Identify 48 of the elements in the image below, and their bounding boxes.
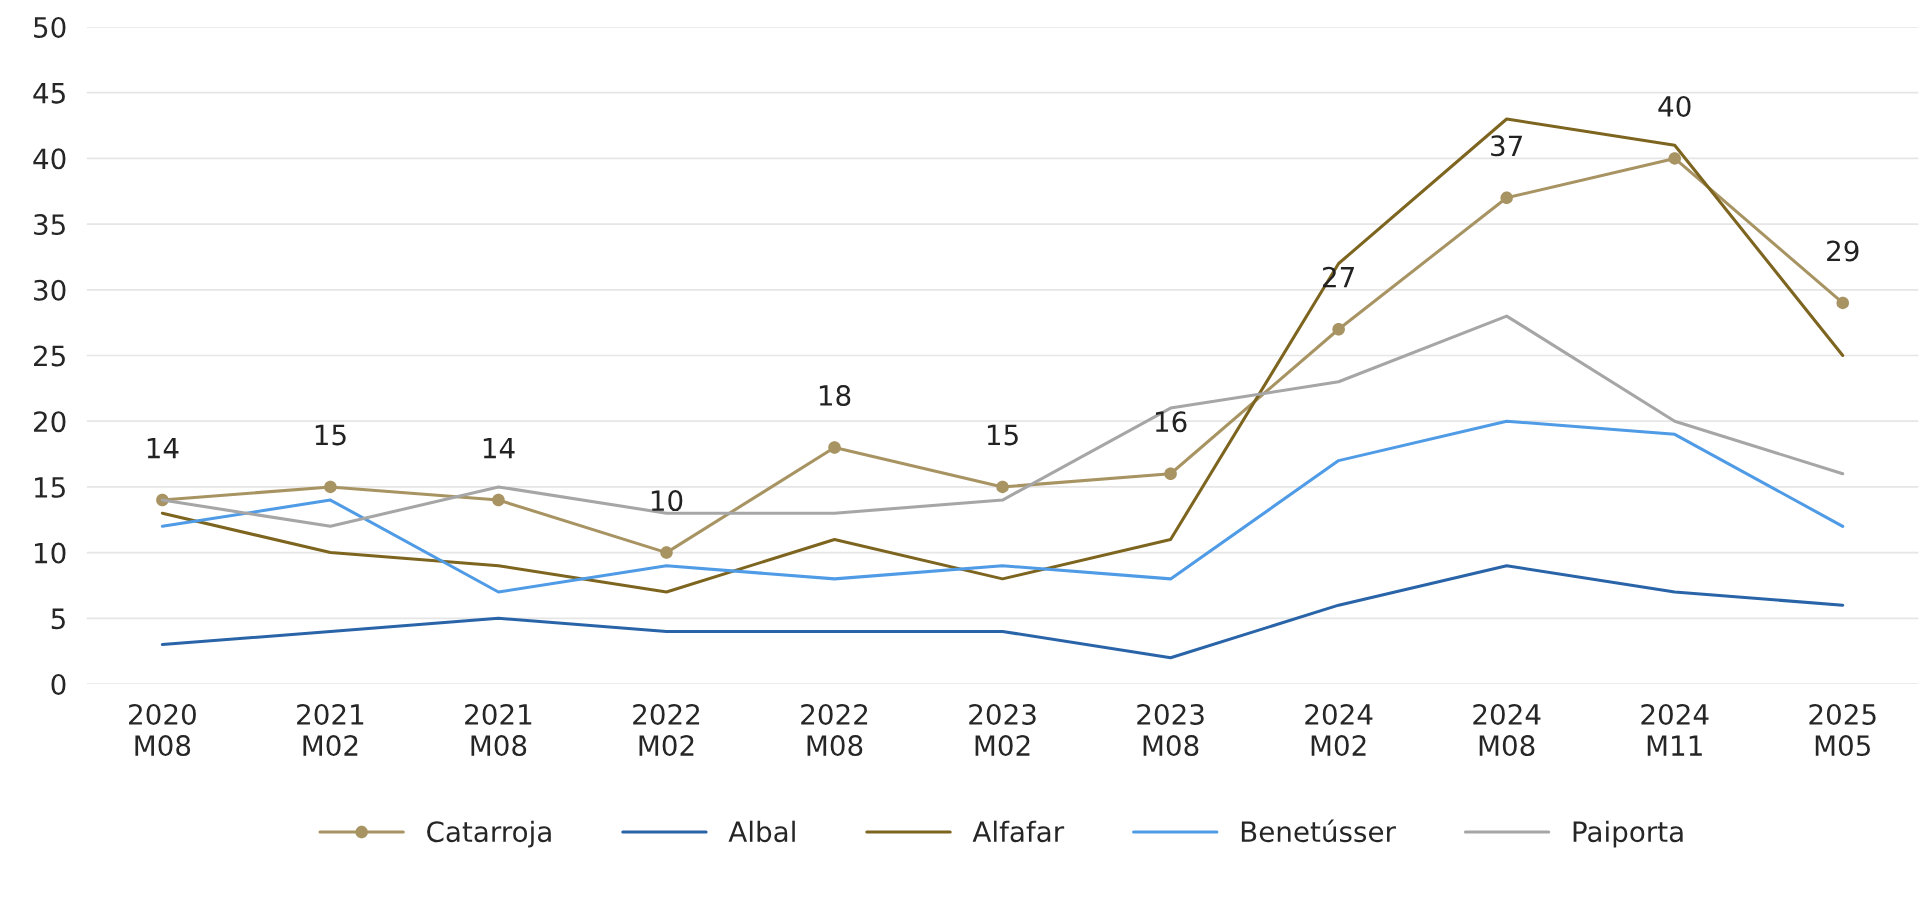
y-tick-label: 50 [34, 16, 66, 38]
point [1500, 191, 1513, 205]
x-tick-label: 2022 M02 [633, 703, 700, 757]
data-label: 16 [1155, 411, 1187, 433]
point [996, 480, 1009, 494]
point [1668, 152, 1681, 165]
data-label: 14 [147, 437, 179, 459]
data-label: 15 [315, 424, 346, 446]
legend-label: Catarroja [427, 820, 551, 848]
y-tick-label: 0 [51, 673, 66, 695]
data-label: 37 [1491, 135, 1522, 157]
point [492, 493, 505, 507]
y-tick-label: 20 [34, 411, 66, 433]
x-tick-label: 2024 M02 [1305, 703, 1373, 757]
legend-label: Benetússer [1241, 819, 1396, 843]
data-label: 10 [651, 490, 683, 512]
y-tick-label: 40 [33, 148, 66, 170]
x-tick-label: 2021 M02 [297, 703, 364, 757]
x-tick-label: 2021 M08 [465, 703, 532, 757]
x-tick-label: 2024 M08 [1473, 703, 1541, 757]
point [1332, 322, 1345, 336]
legend-label: Albal [728, 820, 795, 843]
x-tick-label: 2020 M08 [129, 703, 196, 757]
legend-label: Paiporta [1573, 820, 1683, 848]
legend-label: Alfafar [972, 820, 1065, 843]
data-label: 29 [1827, 240, 1859, 262]
point [828, 441, 841, 454]
data-label: 15 [987, 424, 1018, 446]
y-tick-label: 35 [34, 214, 65, 236]
point [1836, 296, 1849, 310]
y-tick-label: 45 [33, 83, 65, 104]
point [660, 546, 673, 559]
x-tick-label: 2023 M08 [1137, 703, 1204, 757]
x-tick-label: 2025 M05 [1809, 703, 1876, 757]
data-label: 14 [483, 437, 515, 459]
y-tick-label: 25 [34, 345, 65, 367]
y-tick-label: 5 [51, 608, 65, 630]
point [1164, 467, 1177, 481]
x-tick-label: 2023 M02 [969, 703, 1036, 757]
y-tick-label: 15 [35, 477, 65, 498]
line-series [160, 564, 1845, 660]
x-tick-label: 2024 M11 [1641, 703, 1709, 756]
data-label: 18 [819, 384, 851, 406]
point [324, 480, 337, 494]
y-tick-label: 30 [34, 279, 66, 301]
data-label: 40 [1658, 95, 1691, 117]
y-tick-label: 10 [35, 542, 66, 564]
x-tick-label: 2022 M08 [801, 703, 868, 757]
